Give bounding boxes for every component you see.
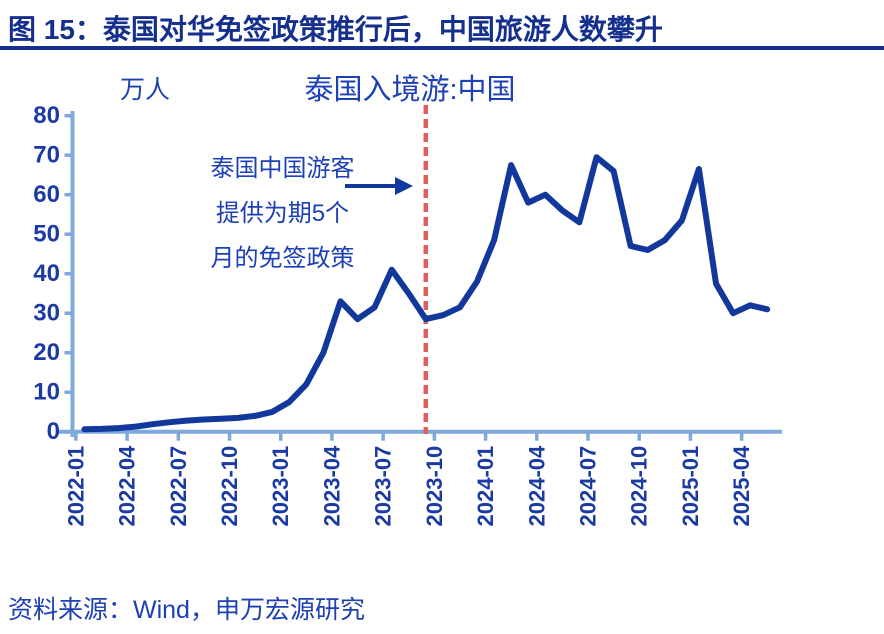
chart-title: 泰国入境游:中国 bbox=[304, 74, 516, 106]
x-tick-label: 2022-01 bbox=[63, 446, 88, 527]
x-tick-label: 2024-04 bbox=[524, 445, 549, 527]
x-tick-label: 2023-04 bbox=[319, 445, 344, 527]
y-tick-label: 80 bbox=[33, 102, 60, 129]
tourist-series-line bbox=[81, 154, 771, 433]
x-tick-label: 2023-07 bbox=[371, 446, 396, 527]
x-tick-label: 2025-04 bbox=[729, 445, 754, 527]
y-tick-label: 30 bbox=[33, 300, 60, 327]
title-divider bbox=[0, 46, 884, 50]
y-tick-label: 50 bbox=[33, 221, 60, 248]
x-tick-label: 2023-01 bbox=[268, 446, 293, 527]
policy-annotation: 泰国中国游客 提供为期5个 月的免签政策 bbox=[160, 146, 405, 281]
source-note: 资料来源：Wind，申万宏源研究 bbox=[8, 596, 365, 624]
x-tick-label: 2025-01 bbox=[678, 446, 703, 527]
annotation-arrow-head-icon bbox=[395, 177, 413, 195]
x-tick-label: 2024-10 bbox=[627, 446, 652, 527]
y-tick-label: 70 bbox=[33, 142, 60, 169]
x-tick-label: 2024-07 bbox=[576, 446, 601, 527]
figure-title: 图 15：泰国对华免签政策推行后，中国旅游人数攀升 bbox=[8, 14, 663, 45]
policy-annotation-line-3: 月的免签政策 bbox=[210, 245, 355, 272]
y-axis-unit-label: 万人 bbox=[120, 76, 171, 104]
x-tick-label: 2023-10 bbox=[422, 446, 447, 527]
line-chart: 0 10 20 30 40 50 60 70 80 2022-01 2022-04 2022-07 20… bbox=[33, 102, 782, 527]
y-tick-label: 60 bbox=[33, 181, 60, 208]
policy-annotation-line-1: 泰国中国游客 bbox=[210, 155, 355, 182]
y-tick-label: 10 bbox=[33, 379, 60, 406]
x-tick-label: 2024-01 bbox=[473, 446, 498, 527]
x-tick-label: 2022-07 bbox=[166, 446, 191, 527]
policy-annotation-line-2: 提供为期5个 bbox=[215, 200, 350, 227]
y-tick-label: 40 bbox=[33, 260, 60, 287]
x-tick-label: 2022-10 bbox=[217, 446, 242, 527]
y-tick-label: 20 bbox=[33, 339, 60, 366]
x-tick-label: 2022-04 bbox=[115, 445, 140, 527]
y-tick-label: 0 bbox=[47, 418, 60, 445]
